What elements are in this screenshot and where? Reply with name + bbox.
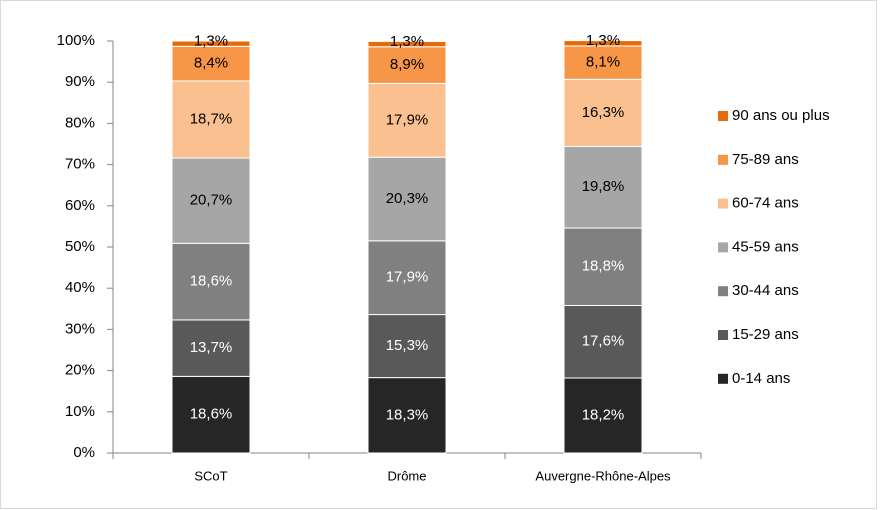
legend-swatch: [718, 111, 728, 121]
data-label: 20,7%: [190, 192, 233, 209]
data-label: 16,3%: [582, 104, 625, 121]
data-label: 13,7%: [190, 339, 233, 356]
bar-segment: [171, 242, 251, 321]
bar-segment: [367, 377, 447, 454]
bar-segment: [171, 375, 251, 454]
legend-label: 0-14 ans: [732, 370, 790, 387]
legend-swatch: [718, 286, 728, 297]
data-label: 8,4%: [194, 55, 228, 72]
data-label: 20,3%: [386, 190, 429, 207]
data-label: 18,2%: [582, 406, 625, 423]
y-tick-label: 10%: [65, 403, 95, 420]
y-tick-label: 20%: [65, 362, 95, 379]
bar-segment: [563, 227, 643, 307]
bar-segment: [171, 157, 251, 244]
data-label: 1,3%: [194, 33, 228, 50]
y-tick-label: 90%: [65, 73, 95, 90]
legend-swatch: [718, 373, 728, 384]
bar-segment: [367, 40, 447, 48]
x-tick-label: SCoT: [194, 468, 227, 483]
legend-label: 60-74 ans: [732, 195, 799, 212]
bar-segment: [563, 78, 643, 147]
data-label: 17,9%: [386, 269, 429, 286]
y-tick-label: 40%: [65, 279, 95, 296]
data-label: 18,6%: [190, 273, 233, 290]
bar-segment: [563, 305, 643, 379]
data-label: 18,8%: [582, 258, 625, 275]
y-tick-label: 0%: [73, 444, 95, 461]
data-label: 18,6%: [190, 406, 233, 423]
y-tick-label: 60%: [65, 197, 95, 214]
bar-segment: [171, 80, 251, 159]
bar-segment: [367, 240, 447, 316]
y-tick-label: 50%: [65, 238, 95, 255]
legend-swatch: [718, 198, 728, 209]
bar-segment: [367, 156, 447, 242]
data-label: 8,9%: [390, 56, 424, 73]
y-tick-label: 30%: [65, 320, 95, 337]
data-label: 1,3%: [390, 33, 424, 50]
y-tick-label: 70%: [65, 156, 95, 173]
bar-segment: [563, 377, 643, 454]
legend-label: 75-89 ans: [732, 151, 799, 168]
data-label: 8,1%: [586, 54, 620, 71]
data-label: 17,6%: [582, 333, 625, 350]
legend-swatch: [718, 330, 728, 340]
bar-segment: [171, 40, 251, 47]
data-label: 1,3%: [586, 32, 620, 49]
data-label: 15,3%: [386, 337, 429, 354]
data-label: 18,3%: [386, 406, 429, 423]
legend-label: 15-29 ans: [732, 326, 799, 343]
bar-segment: [563, 40, 643, 47]
legend-label: 30-44 ans: [732, 282, 799, 299]
data-label: 19,8%: [582, 178, 625, 195]
legend-swatch: [718, 154, 728, 165]
data-label: 18,7%: [190, 110, 233, 127]
bar-segment: [367, 314, 447, 379]
y-tick-label: 80%: [65, 114, 95, 131]
legend-swatch: [718, 242, 728, 253]
y-tick-label: 100%: [57, 32, 95, 49]
data-label: 17,9%: [386, 111, 429, 128]
bar-segment: [171, 319, 251, 377]
legend-label: 45-59 ans: [732, 238, 799, 255]
legend-label: 90 ans ou plus: [732, 107, 830, 124]
x-tick-label: Drôme: [387, 468, 426, 483]
x-tick-label: Auvergne-Rhône-Alpes: [535, 468, 671, 483]
